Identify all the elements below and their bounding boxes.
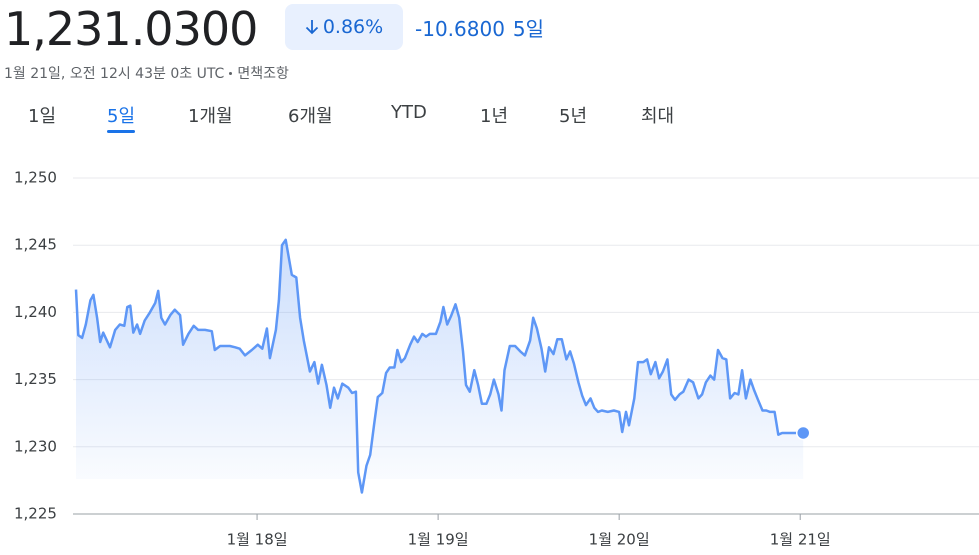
tab-underline	[107, 130, 136, 133]
y-tick-label: 1,240	[14, 303, 57, 321]
tab-label[interactable]: 6개월	[288, 106, 333, 127]
disclaimer[interactable]: 면책조항	[237, 66, 289, 82]
y-tick-label: 1,225	[14, 505, 57, 523]
range-tab[interactable]: 5일	[107, 102, 136, 133]
x-tick-label: 1월 21일	[770, 531, 831, 549]
tab-label[interactable]: YTD	[391, 102, 427, 123]
area	[76, 239, 804, 493]
y-tick-label: 1,230	[14, 437, 57, 455]
last-point	[795, 425, 811, 441]
y-tick-label: 1,250	[14, 169, 57, 187]
y-tick-label: 1,245	[14, 236, 57, 254]
tab-label[interactable]: 최대	[641, 106, 675, 127]
range-tab[interactable]: 5년	[559, 102, 587, 128]
range-tab[interactable]: 1일	[28, 102, 56, 128]
change-period: 5일	[512, 17, 545, 41]
tab-label[interactable]: 1일	[28, 106, 57, 127]
tab-label[interactable]: 5년	[559, 106, 588, 127]
range-tab[interactable]: 최대	[641, 102, 674, 128]
separator	[229, 71, 233, 75]
subtitle: 1월 21일, 오전 12시 43분 0초 UTC 면책조항	[4, 63, 289, 83]
range-tab[interactable]: 6개월	[288, 102, 333, 128]
x-tick-label: 1월 20일	[589, 531, 650, 549]
price: 1,231.0300	[4, 2, 258, 56]
tab-label[interactable]: 5일	[107, 106, 136, 127]
range-tab[interactable]: 1개월	[188, 102, 233, 128]
range-tab[interactable]: YTD	[391, 102, 427, 123]
timestamp: 1월 21일, 오전 12시 43분 0초 UTC	[4, 66, 225, 82]
range-tab[interactable]: 1년	[480, 102, 508, 128]
change: -10.6800 5일	[415, 13, 544, 42]
price-line	[74, 238, 804, 494]
tab-label[interactable]: 1개월	[188, 106, 233, 127]
y-tick-label: 1,235	[14, 370, 57, 388]
tab-label[interactable]: 1년	[480, 106, 509, 127]
change-chip: 0.86%	[285, 4, 403, 50]
change-value: -10.6800	[415, 17, 505, 41]
x-tick-label: 1월 18일	[227, 531, 288, 549]
down-arrow	[305, 20, 318, 35]
x-tick-label: 1월 19일	[408, 531, 469, 549]
change-percent: 0.86%	[322, 16, 384, 38]
